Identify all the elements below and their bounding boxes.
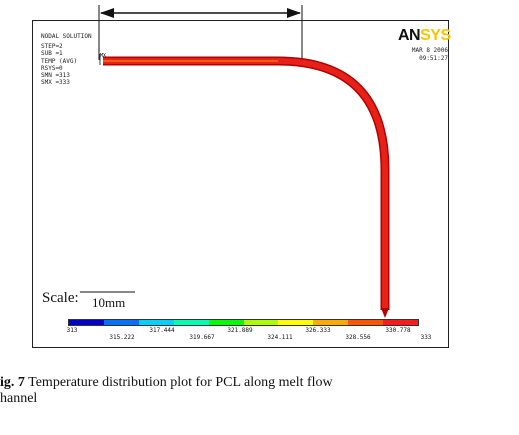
legend-color-segment bbox=[313, 320, 349, 325]
caption-text: Temperature distribution plot for PCL al… bbox=[24, 375, 333, 390]
nodal-line: SUB =1 bbox=[41, 50, 63, 58]
nodal-title: NODAL SOLUTION bbox=[41, 33, 92, 40]
caption-label: ig. 7 bbox=[0, 375, 25, 390]
legend-tick-bottom: 319.667 bbox=[189, 334, 215, 341]
melt-channel-outline bbox=[103, 56, 390, 310]
legend-color-bar bbox=[68, 319, 419, 326]
legend-tick-bottom: 333 bbox=[420, 334, 432, 341]
scale-value: 10mm bbox=[92, 295, 126, 310]
legend-color-segment bbox=[173, 320, 209, 325]
melt-channel-core bbox=[103, 58, 388, 310]
date-text: MAR 8 2006 bbox=[411, 47, 448, 54]
arrow-right-head bbox=[287, 8, 301, 18]
legend-tick-top: 326.333 bbox=[305, 327, 331, 334]
nodal-line: SMX =333 bbox=[41, 79, 70, 87]
logo-sys: SYS bbox=[420, 27, 451, 44]
legend-color-segment bbox=[208, 320, 244, 325]
mx-marker-label: MX bbox=[100, 53, 106, 59]
figure-caption: ig. 7 Temperature distribution plot for … bbox=[0, 375, 515, 407]
legend-tick-bottom: 324.111 bbox=[267, 334, 293, 341]
legend-color-segment bbox=[278, 320, 314, 325]
logo-an: AN bbox=[398, 27, 421, 44]
arrow-left-head bbox=[100, 8, 114, 18]
legend-color-segment bbox=[138, 320, 174, 325]
caption-line-2: hannel bbox=[0, 391, 38, 406]
legend-color-segment bbox=[348, 320, 384, 325]
date-time-block: MAR 8 2006 09:51:27 bbox=[398, 47, 448, 62]
legend-tick-top: 313 bbox=[66, 327, 78, 334]
legend-tick-bottom: 328.556 bbox=[345, 334, 371, 341]
ansys-logo: ANSYS bbox=[398, 27, 451, 45]
nodal-line: TEMP (AVG) bbox=[41, 57, 78, 65]
legend-tick-top: 330.778 bbox=[385, 327, 411, 334]
time-text: 09:51:27 bbox=[419, 54, 448, 62]
nodal-info: NODAL SOLUTION STEP=2 SUB =1 TEMP (AVG) … bbox=[41, 33, 92, 86]
legend-tick-top: 321.889 bbox=[227, 327, 253, 334]
nodal-line: STEP=2 bbox=[41, 43, 63, 51]
channel-outlet-tip bbox=[381, 308, 389, 318]
legend-tick-bottom: 315.222 bbox=[109, 334, 135, 341]
legend-color-segment bbox=[69, 320, 104, 325]
legend-color-segment bbox=[243, 320, 279, 325]
nodal-line: SMN =313 bbox=[41, 72, 70, 80]
scale-label: Scale: bbox=[42, 290, 79, 306]
legend-color-segment bbox=[383, 320, 419, 325]
nodal-line: RSYS=0 bbox=[41, 64, 63, 72]
figure-frame bbox=[32, 20, 449, 348]
legend-tick-top: 317.444 bbox=[149, 327, 175, 334]
legend-color-segment bbox=[103, 320, 139, 325]
